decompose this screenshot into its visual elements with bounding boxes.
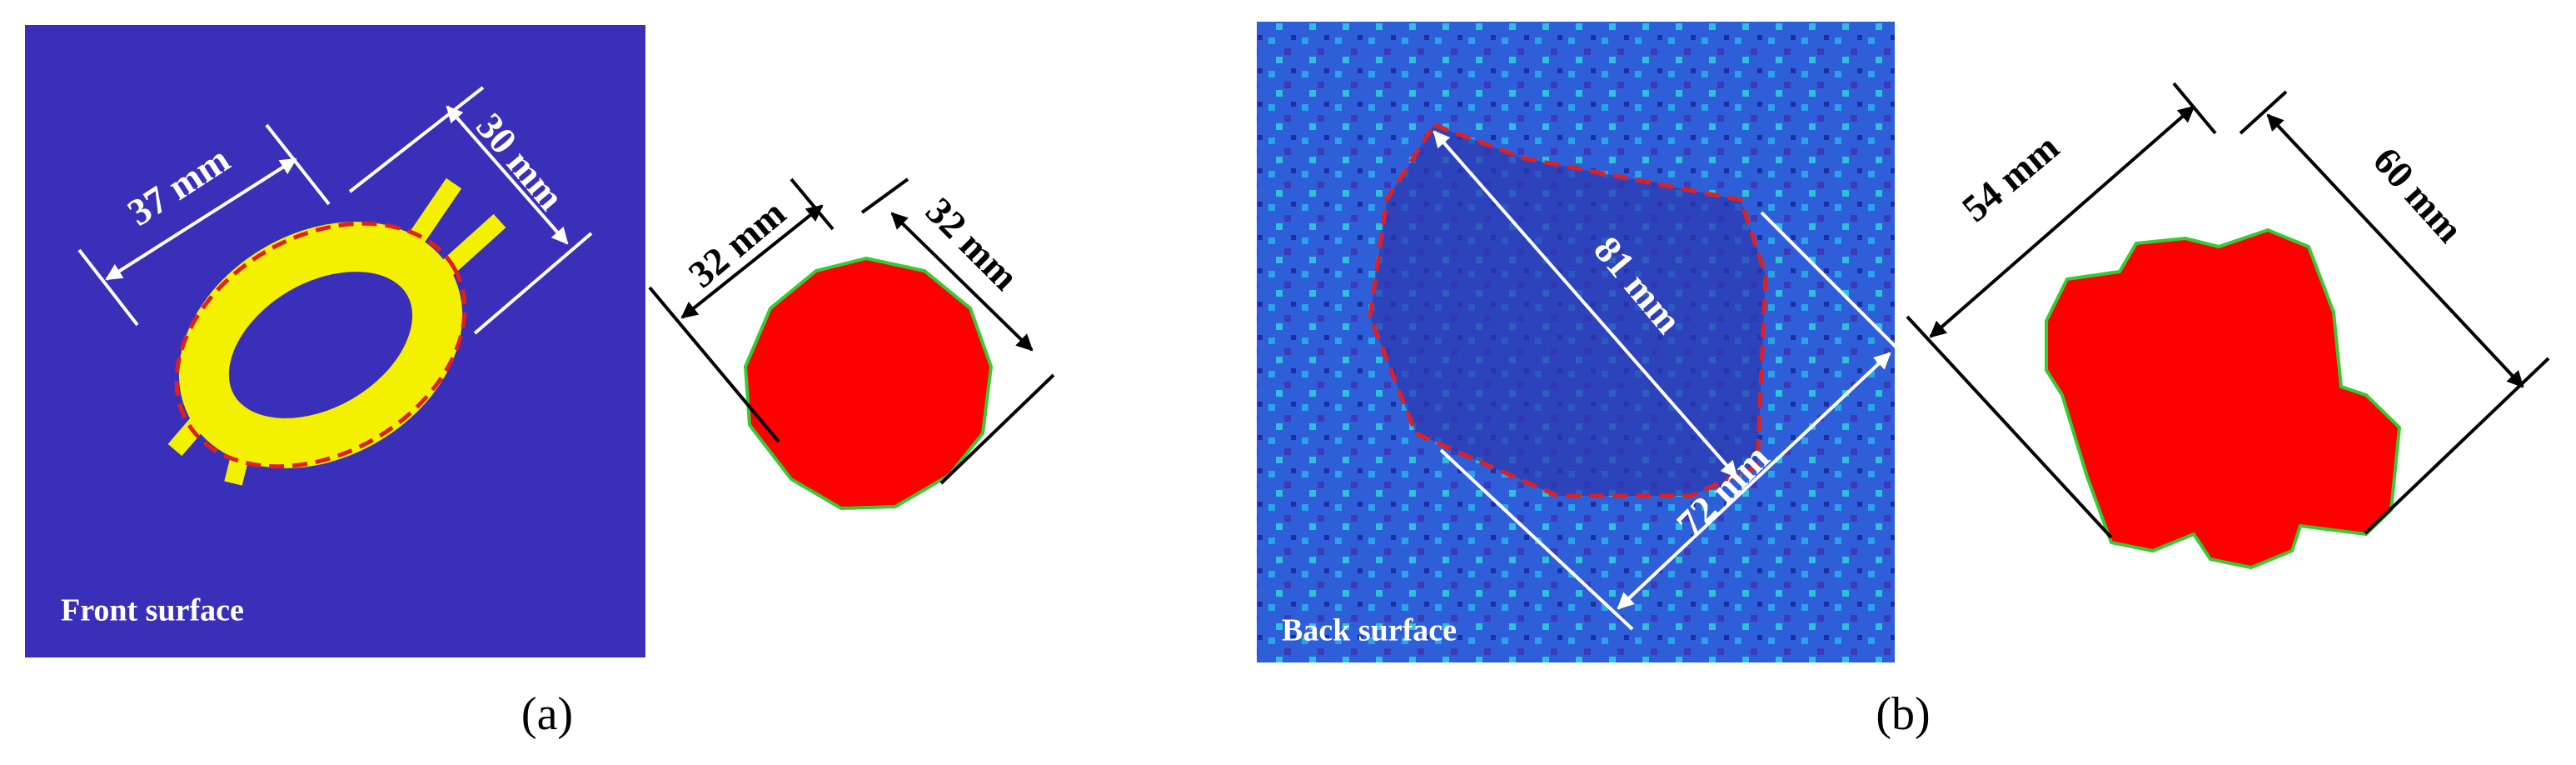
back-shape: 54 mm 60 mm xyxy=(1906,82,2550,570)
front-shape: 32 mm 32 mm xyxy=(648,178,1055,511)
back-image: 81 mm 72 mm Back surface xyxy=(1257,22,1901,662)
front-image: 37 mm 30 mm Front surface xyxy=(25,25,645,658)
panel-label: (b) xyxy=(1876,688,1930,740)
surface-label: Back surface xyxy=(1282,613,1457,648)
dimension-label: 54 mm xyxy=(1954,126,2067,230)
surface-label: Front surface xyxy=(61,593,244,628)
panel-label: (a) xyxy=(521,688,573,740)
